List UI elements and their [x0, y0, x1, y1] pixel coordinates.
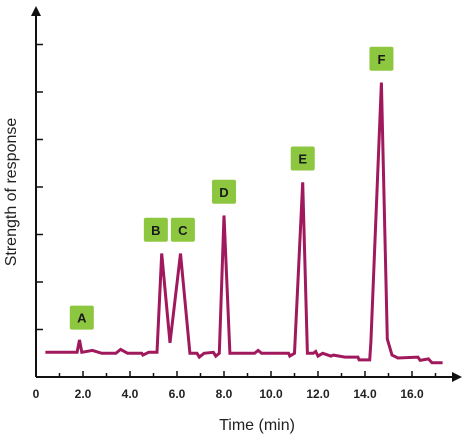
x-axis-ticks: 0 2.0 4.0 6.0 8.0 10.0 12.0 14.0 16.0: [33, 371, 437, 401]
peak-label-d: D: [212, 179, 236, 204]
peak-label-text: C: [178, 223, 188, 238]
peak-label-c: C: [170, 217, 195, 242]
peak-label-text: D: [219, 185, 228, 200]
peak-label-f: F: [369, 46, 394, 71]
peak-label-box: [212, 179, 236, 204]
y-axis-ticks: [36, 43, 43, 331]
x-tick-label: 6.0: [169, 387, 186, 401]
peak-label-text: E: [298, 152, 307, 167]
x-tick-label: 2.0: [75, 387, 92, 401]
x-tick-label: 12.0: [306, 387, 330, 401]
peak-label-box: [143, 217, 168, 242]
series-line: [45, 82, 443, 365]
x-axis-arrow: [452, 372, 462, 382]
peak-label-box: [69, 305, 94, 330]
peak-label-box: [170, 217, 195, 242]
peak-label-text: A: [77, 311, 87, 326]
peak-label-text: F: [377, 52, 385, 67]
peak-label-box: [290, 146, 315, 171]
peak-label-a: A: [69, 305, 94, 330]
x-tick-label: 8.0: [216, 387, 233, 401]
x-tick-label: 16.0: [400, 387, 424, 401]
peak-label-box: [369, 46, 394, 71]
peak-label-text: B: [151, 223, 160, 238]
peak-label-e: E: [290, 146, 315, 171]
peak-label-b: B: [143, 217, 168, 242]
x-tick-label: 4.0: [122, 387, 139, 401]
x-tick-label: 0: [33, 387, 40, 401]
y-axis-title: Strength of response: [3, 118, 20, 267]
x-tick-label: 14.0: [353, 387, 377, 401]
x-tick-label: 10.0: [259, 387, 283, 401]
peak-labels: A B C D E F: [69, 46, 394, 330]
x-axis-title: Time (min): [219, 417, 295, 434]
y-axis-arrow: [31, 6, 41, 16]
